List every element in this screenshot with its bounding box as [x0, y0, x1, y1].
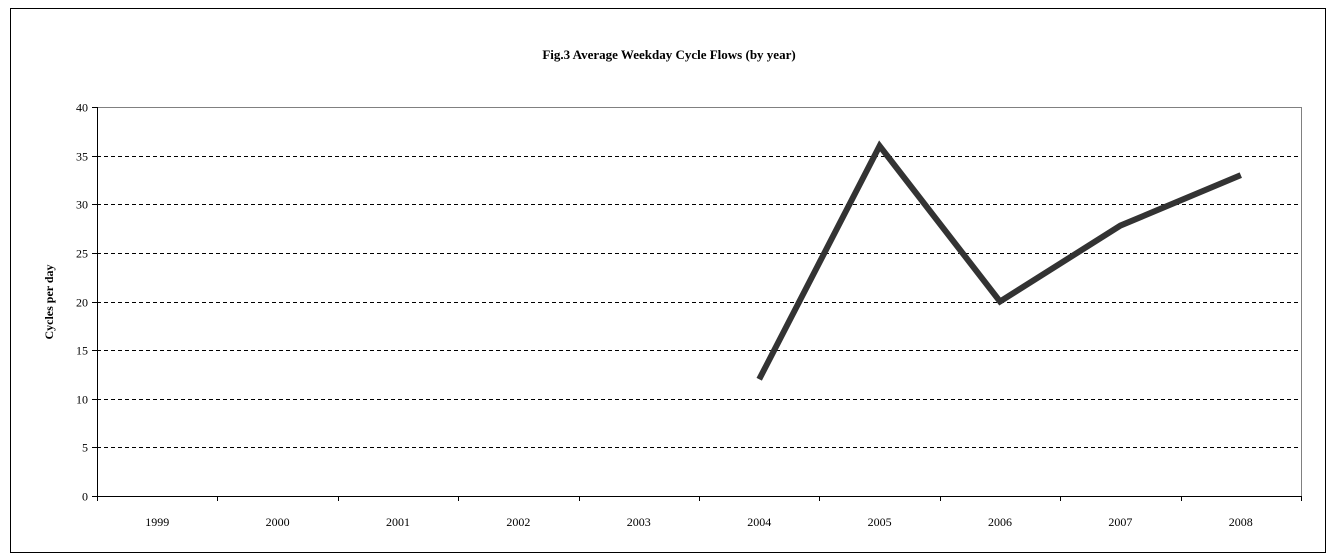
axes: [97, 107, 1302, 497]
chart-title: Fig.3 Average Weekday Cycle Flows (by ye…: [542, 47, 795, 62]
y-axis-label: Cycles per day: [42, 264, 56, 339]
x-tick-label-2000: 2000: [266, 515, 290, 529]
x-tick-label-2002: 2002: [506, 515, 530, 529]
x-tick-label-2004: 2004: [747, 515, 771, 529]
chart-svg: Fig.3 Average Weekday Cycle Flows (by ye…: [42, 47, 1302, 529]
y-tick-label-20: 20: [76, 296, 88, 310]
y-tick-label-35: 35: [76, 150, 88, 164]
gridlines: [97, 156, 1301, 448]
x-tick-label-2008: 2008: [1229, 515, 1253, 529]
y-tick-label-5: 5: [82, 441, 88, 455]
y-tick-label-15: 15: [76, 344, 88, 358]
x-tick-label-2007: 2007: [1108, 515, 1132, 529]
y-tick-label-10: 10: [76, 393, 88, 407]
y-tick-label-25: 25: [76, 247, 88, 261]
series-layer: [756, 140, 1242, 381]
x-tick-label-2001: 2001: [386, 515, 410, 529]
x-axis-ticks: 1999 2000 2001 2002 2003 2004 2005 2006 2007 2008: [97, 496, 1302, 529]
series-line-0: [756, 140, 1242, 381]
x-tick-label-1999: 1999: [145, 515, 169, 529]
y-axis-ticks: 0 5 10 15 20 25 30 35 40: [76, 101, 97, 504]
x-tick-label-2003: 2003: [627, 515, 651, 529]
x-tick-label-2005: 2005: [868, 515, 892, 529]
y-tick-label-30: 30: [76, 198, 88, 212]
x-tick-label-2006: 2006: [988, 515, 1012, 529]
y-tick-label-40: 40: [76, 101, 88, 115]
chart-frame: Fig.3 Average Weekday Cycle Flows (by ye…: [10, 8, 1326, 553]
y-tick-label-0: 0: [82, 490, 88, 504]
